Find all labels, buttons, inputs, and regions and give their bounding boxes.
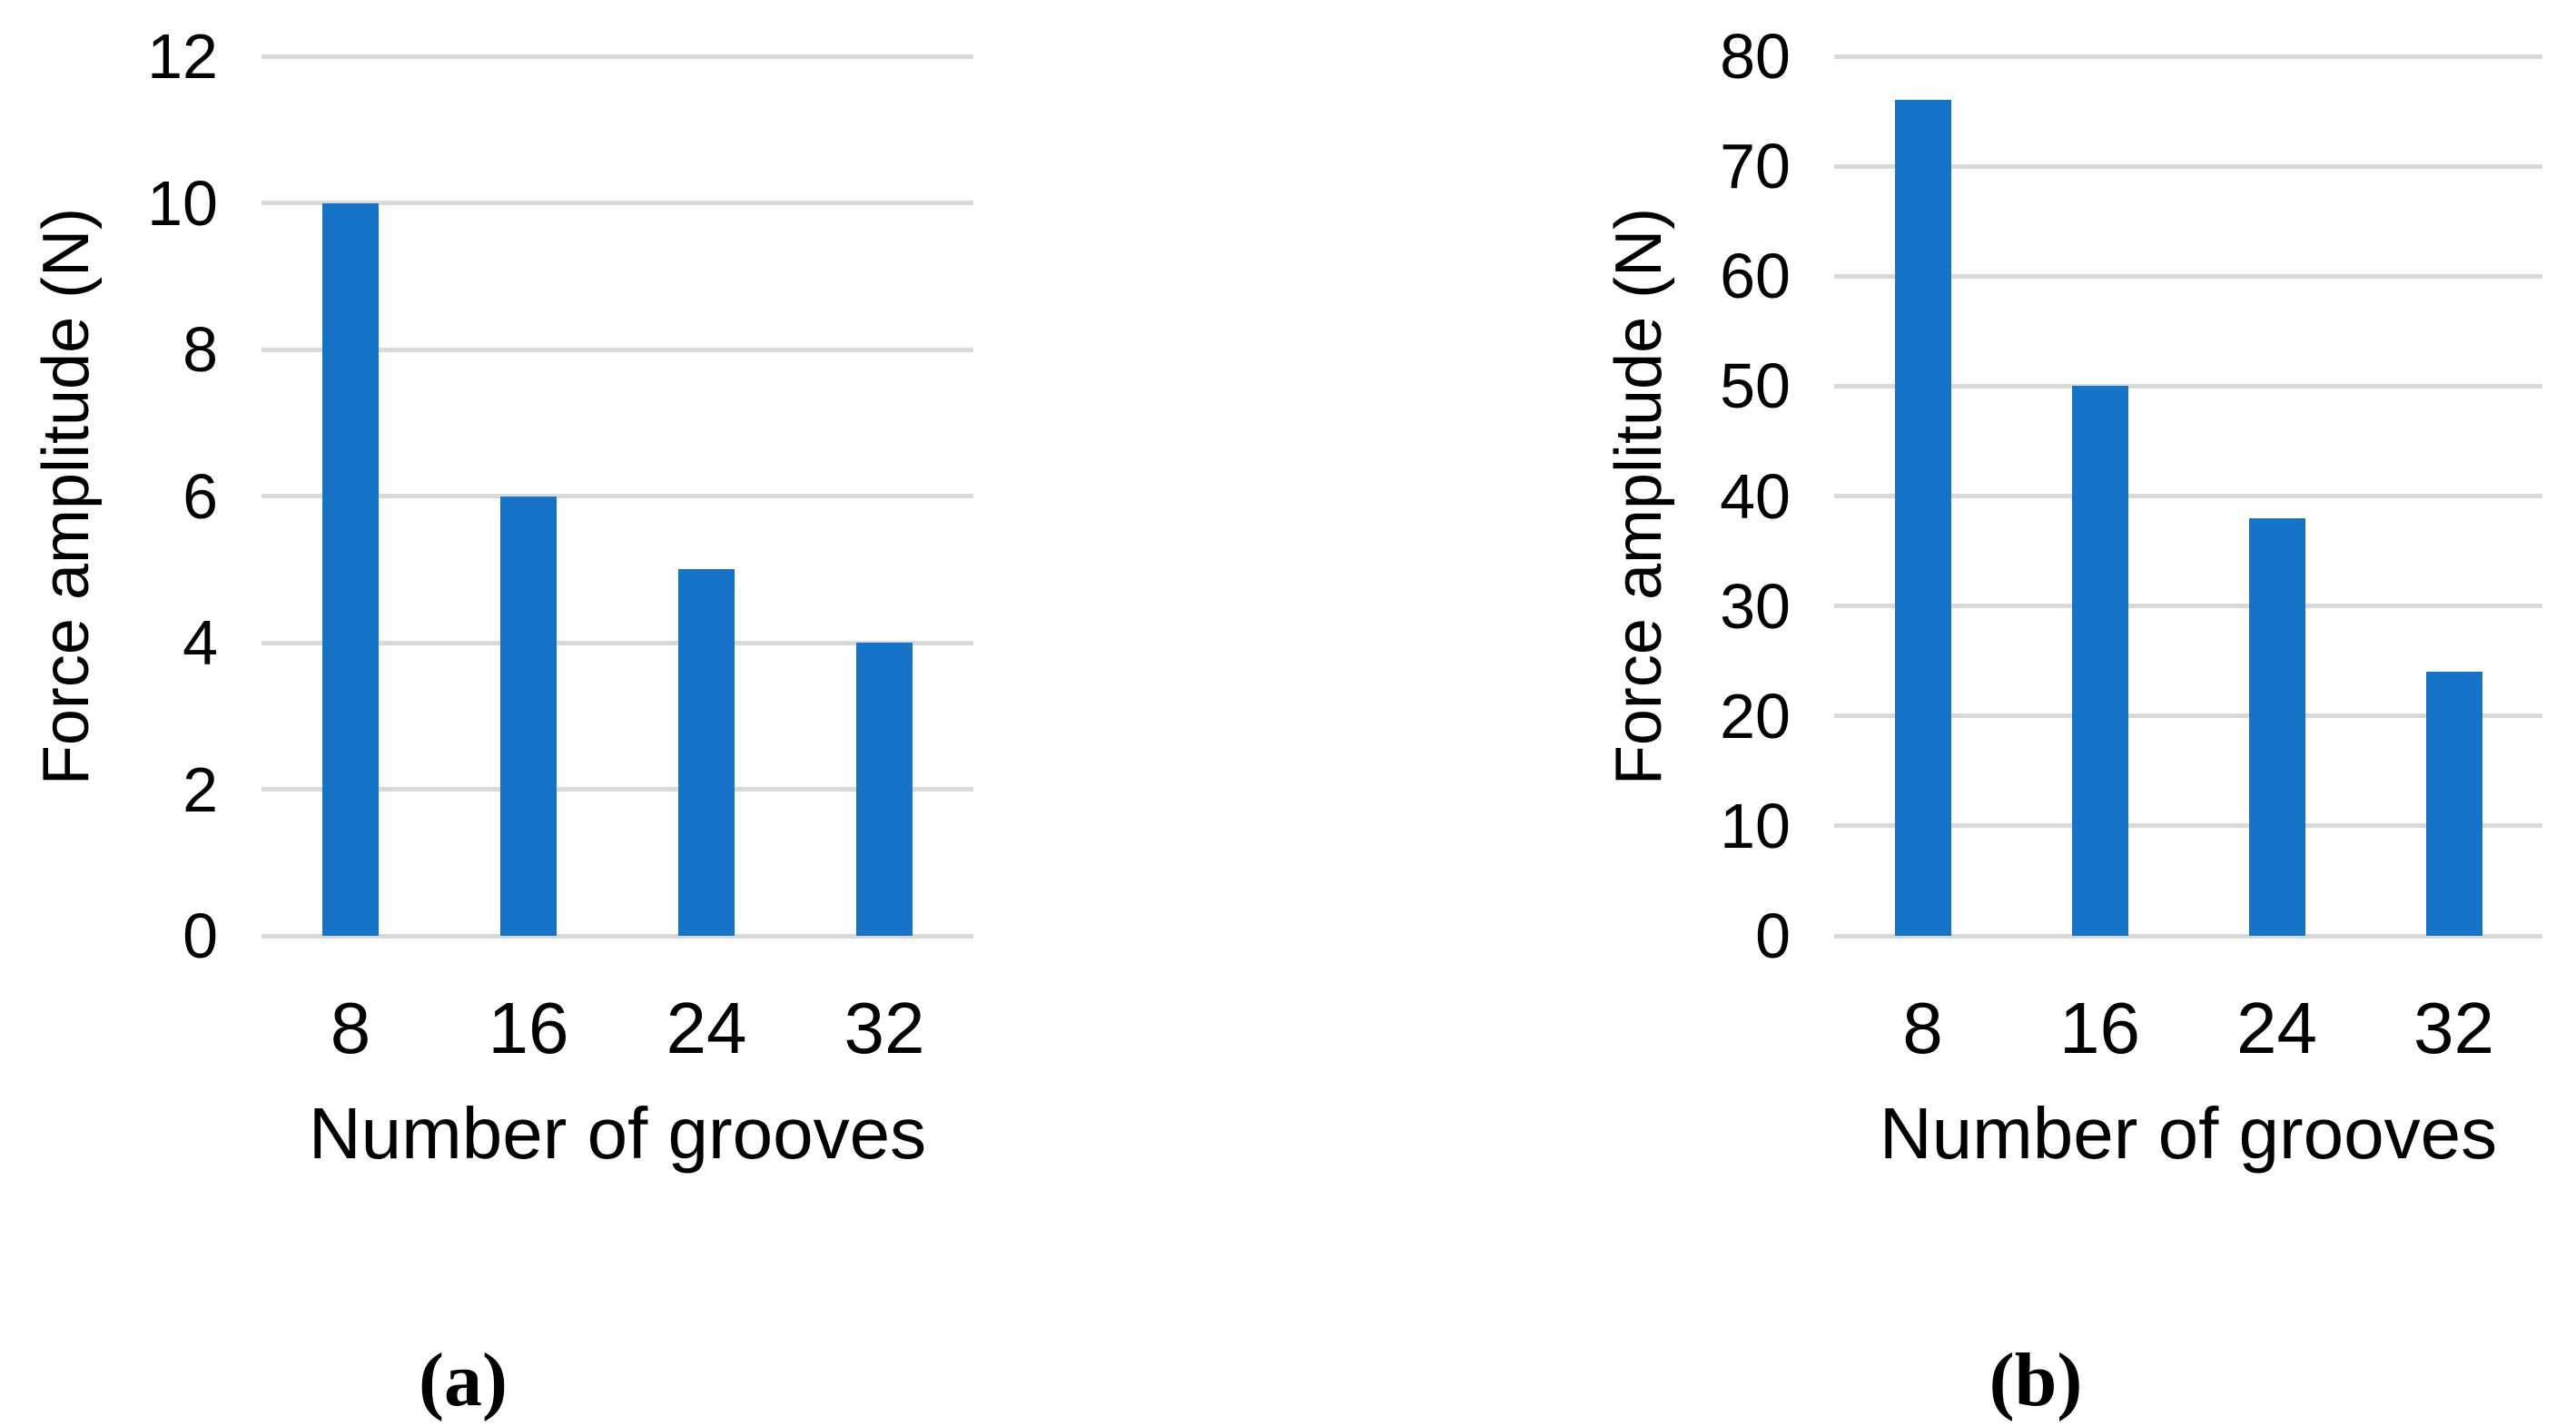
gridline-y10	[1834, 823, 2542, 829]
y-tick-label-80: 80	[1720, 21, 1791, 92]
gridline-y60	[1834, 273, 2542, 279]
bar-16-grooves	[2071, 386, 2128, 936]
bar-24-grooves	[2248, 517, 2305, 936]
y-tick-label-4: 4	[183, 607, 218, 678]
gridline-y40	[1834, 494, 2542, 498]
y-tick-label-10: 10	[1720, 790, 1791, 861]
y-tick-label-10: 10	[147, 167, 218, 239]
y-axis-title-b: Force amplitude (N)	[1603, 207, 1675, 785]
plot-area-b: Force amplitude (N) Number of grooves (b…	[1603, 25, 2542, 1419]
x-tick-label-32: 32	[2413, 988, 2494, 1068]
gridline-y10	[262, 201, 973, 205]
x-tick-label-8: 8	[330, 988, 371, 1068]
x-tick-label-24: 24	[2236, 988, 2317, 1068]
gridline-y30	[1834, 604, 2542, 609]
bar-8-grooves	[322, 202, 379, 936]
gridline-y8	[262, 347, 973, 352]
bar-32-grooves	[2425, 672, 2482, 936]
gridline-y20	[1834, 713, 2542, 719]
x-axis-title-a: Number of grooves	[308, 1093, 927, 1174]
y-tick-label-0: 0	[183, 900, 218, 971]
gridline-y70	[1834, 163, 2542, 169]
x-axis-title-b: Number of grooves	[1879, 1093, 2498, 1174]
bar-16-grooves	[500, 496, 557, 936]
x-tick-label-16: 16	[2059, 988, 2140, 1068]
y-tick-label-2: 2	[183, 753, 218, 825]
gridline-y50	[1834, 383, 2542, 388]
gridline-y80	[1834, 54, 2542, 59]
gridline-y0	[1834, 933, 2542, 939]
y-tick-label-30: 30	[1720, 570, 1791, 642]
panel-caption-a: (a)	[419, 1338, 508, 1422]
y-tick-label-12: 12	[147, 21, 218, 92]
gridline-y4	[262, 640, 973, 645]
gridline-y6	[262, 494, 973, 498]
y-tick-label-70: 70	[1720, 131, 1791, 202]
y-tick-label-40: 40	[1720, 460, 1791, 532]
x-tick-label-32: 32	[844, 988, 925, 1068]
y-tick-label-20: 20	[1720, 680, 1791, 752]
y-tick-label-50: 50	[1720, 350, 1791, 422]
plot-area-a: Force amplitude (N) Number of grooves (a…	[30, 25, 973, 1419]
y-tick-label-60: 60	[1720, 241, 1791, 312]
bar-32-grooves	[856, 643, 913, 936]
x-tick-label-8: 8	[1902, 988, 1943, 1068]
x-tick-label-24: 24	[666, 988, 747, 1068]
y-tick-label-8: 8	[183, 314, 218, 385]
gridline-y2	[262, 787, 973, 792]
gridline-y12	[262, 54, 973, 59]
bar-8-grooves	[1894, 100, 1951, 936]
panel-caption-b: (b)	[1989, 1338, 2083, 1422]
gridline-y0	[262, 933, 973, 939]
y-axis-title-a: Force amplitude (N)	[30, 207, 103, 785]
y-tick-label-0: 0	[1755, 900, 1791, 971]
x-tick-label-16: 16	[488, 988, 569, 1068]
bar-24-grooves	[678, 569, 735, 936]
y-tick-label-6: 6	[183, 460, 218, 532]
